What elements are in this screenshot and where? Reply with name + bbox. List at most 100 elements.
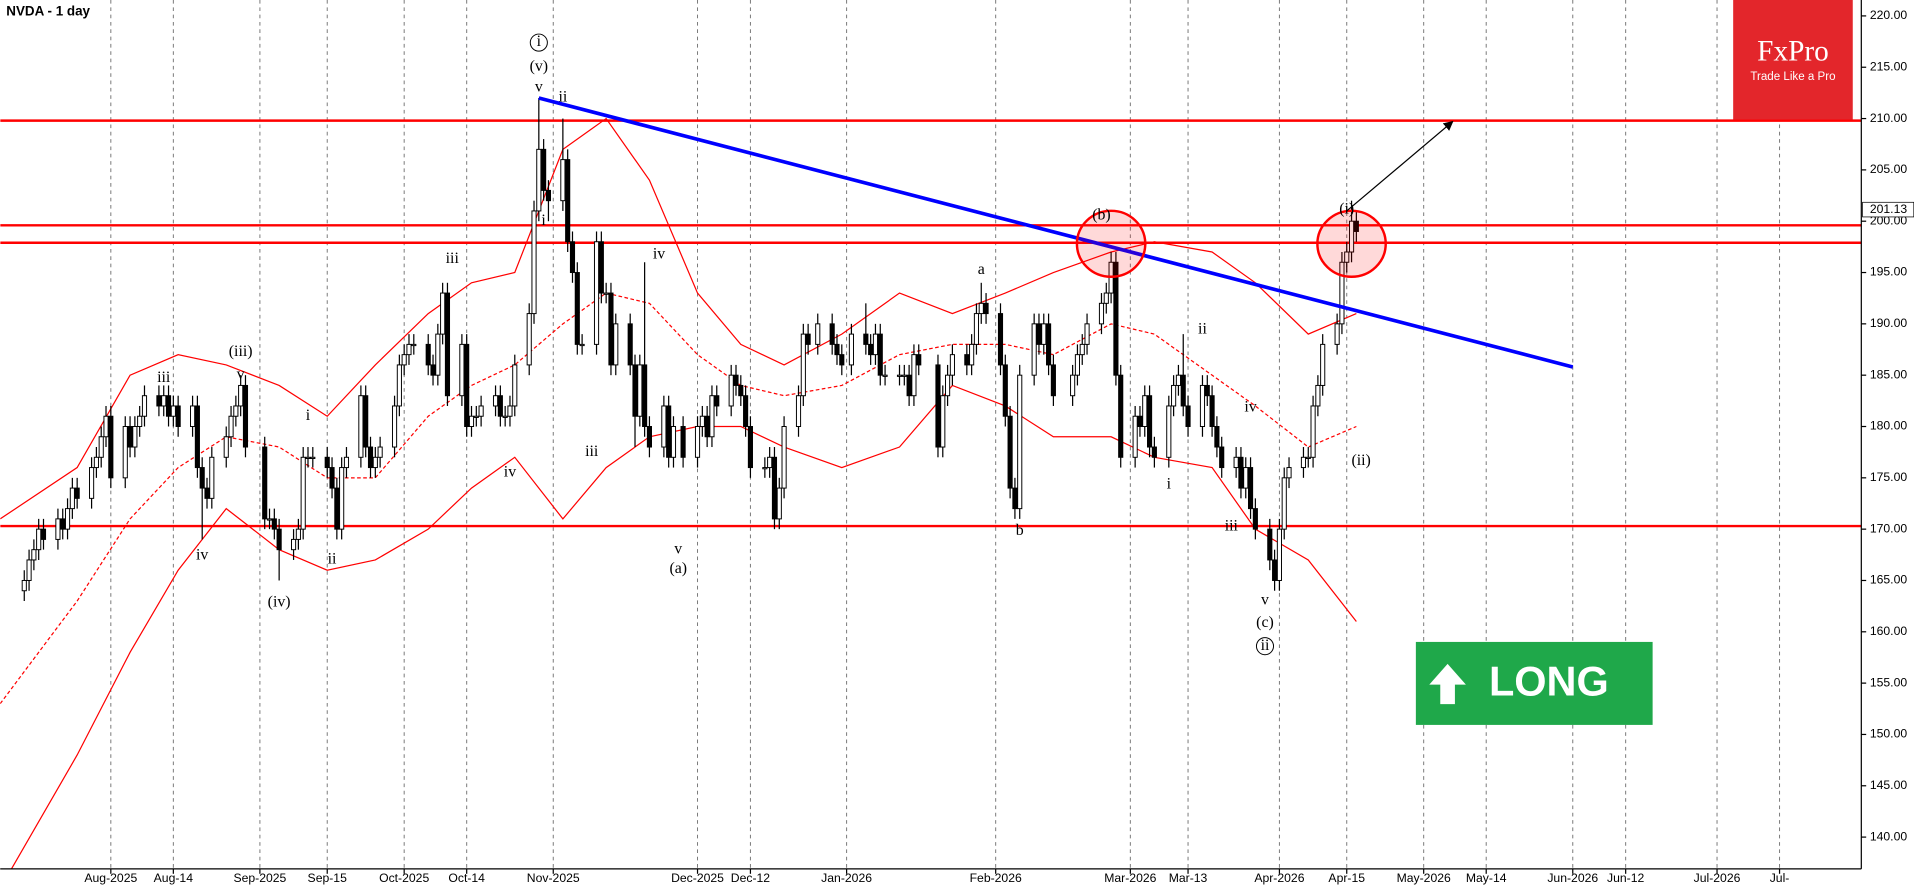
candle-body	[949, 354, 955, 376]
highlight-circle	[1075, 209, 1147, 278]
candle-body	[464, 343, 470, 427]
x-tick-label: May-14	[1466, 871, 1507, 885]
candle-body	[367, 446, 374, 469]
candle-body	[1310, 405, 1316, 458]
x-tick-label: Aug-2025	[84, 871, 137, 885]
wave-label: (b)	[1092, 207, 1111, 224]
target-arrow	[1346, 120, 1454, 212]
candle-body	[877, 333, 883, 376]
wave-label: iii	[585, 443, 599, 460]
candle-body	[329, 467, 335, 489]
axes: 140.00 145.00 150.00 155.00 160.00 165.00 170.…	[84, 8, 1914, 885]
candle-body	[396, 364, 402, 407]
wave-label: i	[1167, 476, 1172, 493]
candle-body	[127, 426, 133, 448]
wave-label: a	[978, 261, 985, 278]
candle-body	[223, 436, 229, 458]
y-tick-label: 150.00	[1870, 727, 1907, 741]
y-tick-label: 155.00	[1870, 675, 1907, 689]
candle-body	[502, 415, 508, 418]
candle-body	[613, 323, 619, 366]
y-tick-label: 195.00	[1870, 265, 1907, 279]
candle-body	[882, 374, 888, 377]
candle-body	[1079, 343, 1085, 356]
logo-name: FxPro	[1757, 35, 1829, 67]
candle-body	[964, 354, 970, 366]
candle-body	[334, 487, 340, 530]
up-arrow-icon	[1429, 663, 1466, 705]
candle-body	[815, 323, 821, 345]
candle-body	[64, 508, 71, 530]
candle-body	[834, 343, 840, 356]
candle-body	[1300, 456, 1307, 469]
candle-body	[1012, 487, 1018, 510]
candle-body	[1007, 415, 1013, 489]
candle-body	[40, 528, 47, 540]
candle-body	[69, 487, 75, 510]
wave-label: (ii)	[1351, 452, 1370, 469]
candle-body	[579, 343, 585, 347]
candle-body	[276, 528, 282, 551]
candle-body	[358, 395, 364, 458]
candle-body	[444, 292, 451, 397]
candle-body	[165, 395, 172, 417]
candle-body	[536, 148, 542, 212]
candle-body	[978, 302, 984, 315]
candle-body	[1209, 395, 1215, 427]
y-tick-label: 185.00	[1870, 367, 1907, 381]
candle-body	[608, 292, 614, 366]
candle-body	[738, 384, 744, 397]
candle-body	[829, 323, 835, 345]
candle-body	[762, 467, 768, 470]
candle-body	[459, 343, 465, 397]
candle-body	[868, 343, 874, 356]
wave-circle	[1255, 637, 1275, 656]
candle-body	[190, 405, 196, 427]
x-tick-label: Dec-2025	[671, 871, 724, 885]
candle-body	[1334, 323, 1340, 345]
candle-body	[137, 415, 143, 427]
candle-body	[940, 395, 946, 448]
candle-body	[545, 189, 552, 202]
candle-body	[435, 333, 441, 376]
candle-body	[1147, 395, 1153, 448]
candle-body	[1233, 456, 1239, 469]
x-tick-label: Jun-2026	[1547, 871, 1598, 885]
candle-body	[1185, 405, 1191, 427]
x-tick-label: Feb-2026	[970, 871, 1022, 885]
candle-body	[1017, 374, 1023, 510]
candle-body	[391, 405, 398, 448]
candle-body	[800, 333, 806, 397]
candle-body	[997, 313, 1004, 366]
y-tick-label: 220.00	[1870, 8, 1907, 22]
x-tick-label: Jan-2026	[821, 871, 872, 885]
wave-label: iii	[157, 369, 171, 386]
candle-body	[122, 426, 128, 479]
x-tick-label: May-2026	[1397, 871, 1451, 885]
candle-body	[156, 395, 162, 407]
x-tick-label: Nov-2025	[527, 871, 580, 885]
candle-body	[108, 415, 114, 479]
candle-body	[199, 467, 205, 489]
candle-body	[627, 323, 633, 366]
candle-body	[781, 426, 787, 489]
candle-body	[170, 405, 176, 417]
candle-body	[1132, 415, 1138, 458]
logo-tagline: Trade Like a Pro	[1750, 71, 1835, 83]
y-tick-label: 215.00	[1870, 59, 1907, 73]
last-price-label: 201.13	[1870, 202, 1907, 216]
candle-body	[26, 559, 32, 581]
y-tick-label: 165.00	[1870, 573, 1907, 587]
candle-body	[704, 415, 710, 438]
plot-area: i(v)viiiiiiiviiiivv(a)(b)abiiiiviiiv(c)i…	[0, 33, 1862, 869]
candle-body	[541, 148, 547, 191]
candle-body	[1050, 364, 1056, 397]
candle-body	[872, 333, 879, 356]
candle-body	[848, 333, 854, 366]
wave-label: iv	[653, 246, 665, 263]
candle-body	[565, 159, 571, 243]
candle-body	[141, 395, 148, 417]
candle-body	[1180, 374, 1186, 407]
y-tick-label: 160.00	[1870, 624, 1907, 638]
candle-body	[1103, 292, 1109, 304]
